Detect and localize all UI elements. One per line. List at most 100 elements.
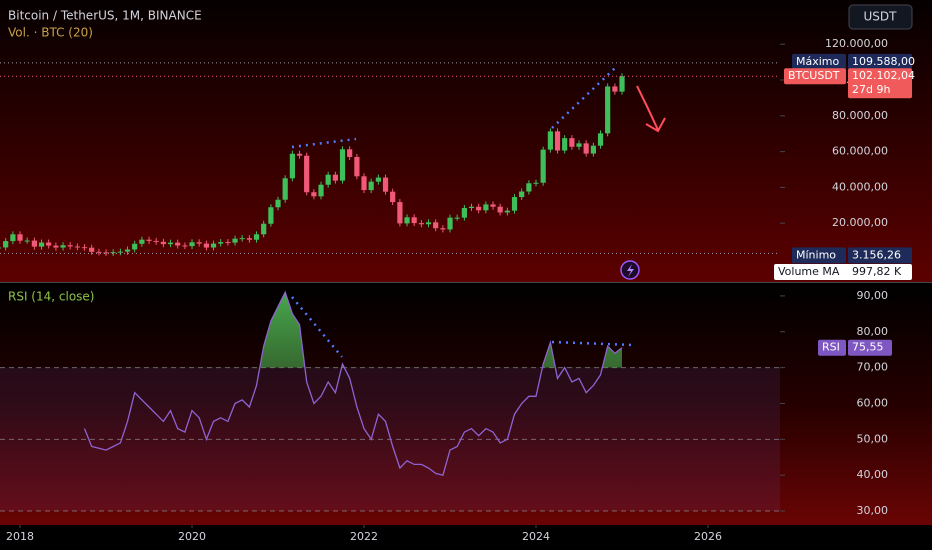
candle <box>397 202 403 224</box>
candle <box>24 240 30 242</box>
price-plot <box>0 62 780 256</box>
candle <box>318 184 324 197</box>
candle <box>332 174 338 181</box>
x-tick-label: 2022 <box>350 530 378 543</box>
candle <box>10 234 16 242</box>
x-tick-label: 2024 <box>522 530 550 543</box>
high-value: 109.588,00 <box>852 55 915 68</box>
last-price: 102.102,04 <box>852 69 915 82</box>
candle <box>382 177 389 192</box>
candle <box>519 191 525 198</box>
candle <box>103 252 109 254</box>
candle <box>533 182 539 184</box>
candle <box>347 149 353 157</box>
candle <box>590 145 596 154</box>
candle <box>31 240 37 247</box>
candle <box>124 249 131 252</box>
candle <box>411 217 417 224</box>
high-label: Máximo <box>796 55 840 68</box>
volume-ma-label: Volume MA <box>778 265 840 278</box>
candle <box>3 241 9 248</box>
candle <box>526 183 532 192</box>
currency-button[interactable] <box>848 4 913 30</box>
candle <box>46 242 52 246</box>
volume-label: Vol. · BTC (20) <box>8 26 93 40</box>
symbol-label-bg <box>784 68 846 85</box>
y-tick-label: 120.000,00 <box>825 37 888 50</box>
candle <box>139 239 145 244</box>
candle <box>189 242 195 247</box>
candle <box>117 251 123 253</box>
candle <box>239 238 245 240</box>
candle <box>447 217 453 230</box>
rsi-plot <box>0 290 780 512</box>
time-axis <box>0 525 932 550</box>
y-tick-label: 40,00 <box>857 468 889 481</box>
low-value: 3.156,26 <box>852 248 901 261</box>
candle <box>218 242 224 244</box>
candle <box>483 204 489 211</box>
candle <box>339 149 346 181</box>
candle <box>619 76 625 92</box>
candle <box>547 131 553 150</box>
candle <box>289 153 295 179</box>
candle <box>282 178 288 200</box>
y-tick-label: 80,00 <box>857 325 889 338</box>
candle <box>583 143 589 154</box>
candle <box>89 247 95 252</box>
y-tick-label: 90,00 <box>857 289 889 302</box>
last-price-bg <box>848 68 912 99</box>
candle <box>268 207 274 224</box>
candle <box>404 217 410 224</box>
candle <box>17 234 23 241</box>
candle <box>562 138 568 151</box>
candle <box>275 199 281 208</box>
candle <box>325 174 331 185</box>
candle <box>375 177 381 182</box>
high-label-bg <box>792 53 846 70</box>
candle <box>461 207 467 218</box>
low-label: Mínimo <box>796 248 836 261</box>
candle <box>0 247 2 249</box>
candle <box>304 155 310 193</box>
candle <box>497 206 503 213</box>
candle <box>110 252 116 254</box>
volume-ma-bg <box>774 264 912 280</box>
candle <box>605 86 611 134</box>
candle <box>210 243 217 248</box>
candle <box>60 245 66 248</box>
candle <box>253 234 260 240</box>
price-pane <box>0 0 932 282</box>
candle <box>440 228 446 230</box>
candle <box>576 143 582 147</box>
candle <box>612 86 618 92</box>
candle <box>74 246 80 248</box>
candle <box>490 204 496 207</box>
chart-title: Bitcoin / TetherUS, 1M, BINANCE <box>8 9 202 23</box>
candle <box>504 210 510 213</box>
candle <box>468 206 475 208</box>
x-tick-label: 2026 <box>694 530 722 543</box>
y-tick-label: 80.000,00 <box>832 109 888 122</box>
annotations <box>291 67 666 358</box>
y-tick-label: 40.000,00 <box>832 180 888 193</box>
rsi-value-bg <box>848 339 892 356</box>
x-tick-label: 2018 <box>6 530 34 543</box>
candle <box>433 222 439 229</box>
high-value-bg <box>848 53 912 70</box>
volume-ma-value: 997,82 K <box>852 265 902 278</box>
candle <box>418 223 424 225</box>
candle <box>38 242 45 247</box>
y-tick-label: 50,00 <box>857 432 889 445</box>
candle <box>368 181 374 191</box>
candle <box>569 138 575 147</box>
candle <box>425 222 432 225</box>
candle <box>196 242 202 244</box>
y-tick-label: 20.000,00 <box>832 216 888 229</box>
rsi-title: RSI (14, close) <box>8 290 94 304</box>
candle <box>311 192 317 197</box>
rsi-line <box>83 290 623 476</box>
candle <box>203 243 209 248</box>
y-tick-label: 30,00 <box>857 504 889 517</box>
